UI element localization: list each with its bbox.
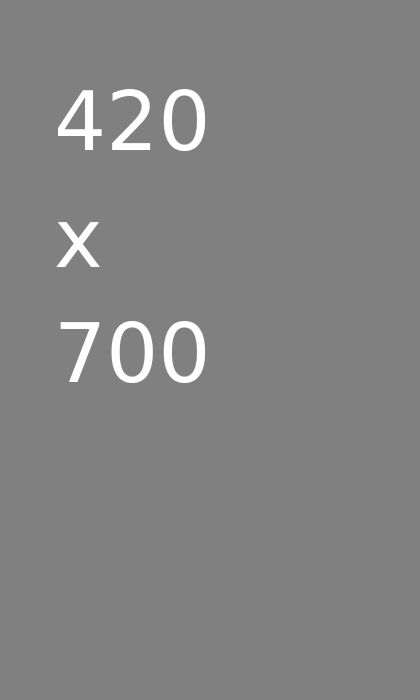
dimension-separator: x [54, 192, 103, 287]
height-label: 700 [54, 307, 211, 402]
width-label: 420 [54, 75, 211, 170]
